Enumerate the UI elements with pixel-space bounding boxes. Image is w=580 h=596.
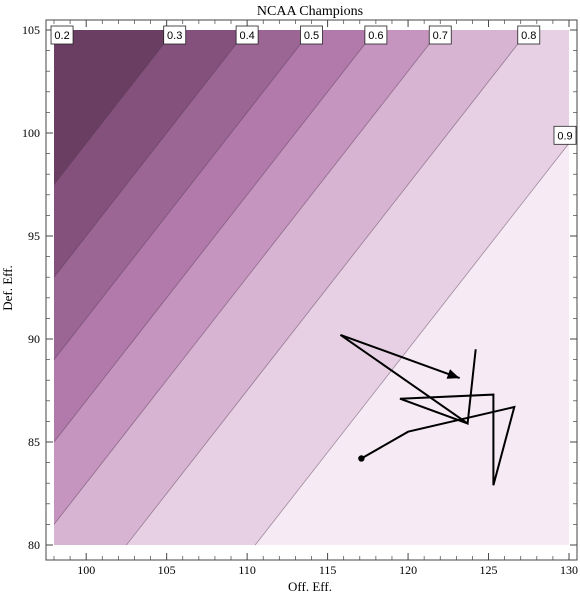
contour-band [255,143,569,546]
y-axis-label: Def. Eff. [0,265,15,311]
x-tick-label: 120 [399,563,417,577]
contour-label-box [517,25,541,45]
contour-band [54,30,529,545]
contour-label-text: 0.9 [557,130,572,142]
contour-label-box [300,25,323,45]
contour-line [126,29,530,546]
contour-labels: 0.2 0.3 0.4 0.5 0.6 0.7 0.8 0.9 [50,25,577,145]
y-axis: 80 85 90 95 100 105 [22,23,577,552]
contour-label: 0.6 [364,25,388,45]
contour-label-text: 0.8 [521,30,536,42]
contour-line [53,29,377,443]
y-tick-label: 80 [28,538,40,552]
contour-label: 0.2 [50,25,74,45]
contour-label-text: 0.2 [54,30,69,42]
y-tick-label: 105 [22,23,40,37]
contour-label: 0.9 [553,125,577,145]
contour-lines [53,29,570,546]
y-tick-label: 90 [28,332,40,346]
contour-label-box [163,25,187,45]
contour-label-box [50,25,74,45]
contour-label: 0.8 [517,25,541,45]
chart-title: NCAA Champions [257,4,363,19]
contour-line [53,29,312,360]
contour-line [53,29,441,525]
contour-label-text: 0.5 [304,30,319,42]
contour-label-text: 0.6 [368,30,383,42]
x-tick-label: 110 [238,563,256,577]
x-axis: 100 105 110 115 120 125 130 [53,20,578,577]
champion-trajectory [339,333,516,486]
contour-label-box [235,25,259,45]
contour-label-text: 0.4 [239,30,254,42]
contour-label: 0.4 [235,25,259,45]
contour-line [53,29,176,185]
contour-line [254,143,570,546]
contour-label-box [553,125,577,145]
x-tick-label: 100 [77,563,95,577]
x-tick-label: 105 [158,563,176,577]
contour-bands [54,30,570,546]
contour-band [126,30,570,545]
trajectory-start-point [358,455,365,462]
y-tick-label: 85 [28,435,40,449]
contour-label: 0.3 [163,25,187,45]
x-tick-label: 115 [319,563,337,577]
y-tick-label: 100 [22,126,40,140]
y-tick-label: 95 [28,229,40,243]
x-tick-label: 125 [480,563,498,577]
contour-line [53,29,248,278]
contour-label: 0.7 [428,25,452,45]
x-axis-label: Off. Eff. [288,579,332,594]
contour-label-box [428,25,452,45]
x-tick-label: 130 [560,563,578,577]
contour-label: 0.5 [300,25,323,45]
contour-label-text: 0.7 [433,30,448,42]
trajectory-arrowhead [446,369,460,379]
contour-label-text: 0.3 [167,30,182,42]
trajectory-line [339,333,516,486]
contour-label-box [364,25,388,45]
